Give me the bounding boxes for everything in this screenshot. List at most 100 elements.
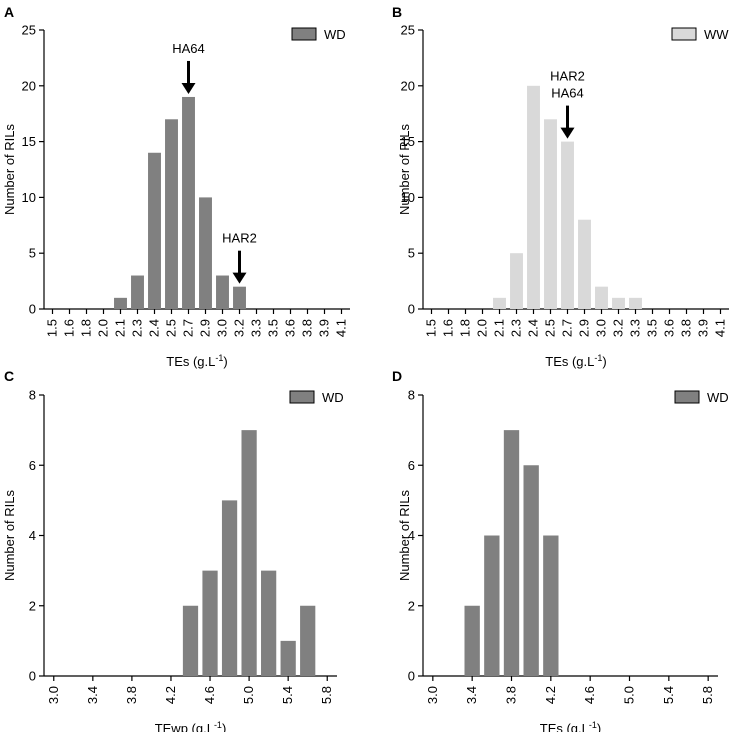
x-tick-label: 4.6 [582, 686, 597, 704]
x-tick-label: 4.1 [713, 319, 728, 337]
x-tick-label: 2.1 [113, 319, 128, 337]
x-tick-label: 2.7 [181, 319, 196, 337]
bar [595, 286, 608, 309]
x-tick-label: 5.0 [241, 686, 256, 704]
y-tick-label: 10 [22, 190, 36, 205]
x-tick-label: 1.6 [62, 319, 77, 337]
bar [221, 500, 238, 676]
bar [241, 430, 257, 676]
annotation-label: HA64 [172, 41, 205, 56]
x-tick-label: 4.2 [543, 686, 558, 704]
x-tick-label: 5.0 [622, 686, 637, 704]
y-tick-label: 6 [408, 458, 415, 473]
x-tick-label: 5.4 [280, 686, 295, 704]
x-tick-label: 2.1 [492, 319, 507, 337]
legend: WD [291, 27, 346, 42]
legend-swatch [671, 27, 697, 41]
annotation-label: HAR2 [222, 231, 257, 246]
y-tick-label: 0 [29, 302, 36, 317]
x-tick-label: 3.3 [249, 319, 264, 337]
panel-label: D [392, 368, 402, 384]
x-axis-title: TEs (g.L-1) [540, 720, 601, 732]
x-tick-label: 5.4 [661, 686, 676, 704]
bar [261, 570, 277, 676]
y-tick-label: 15 [401, 134, 415, 149]
x-tick-label: 2.3 [130, 319, 145, 337]
x-tick-label: 2.4 [526, 319, 541, 337]
bar [182, 96, 195, 310]
y-tick-label: 0 [29, 669, 36, 684]
y-tick-label: 25 [401, 23, 415, 38]
x-tick-label: 2.7 [560, 319, 575, 337]
bar [114, 297, 127, 309]
bar [216, 275, 229, 309]
bar [543, 535, 559, 676]
bar [148, 152, 161, 309]
annotation-arrow [181, 60, 196, 94]
x-tick-label: 3.0 [46, 686, 61, 704]
y-tick-label: 2 [408, 598, 415, 613]
x-tick-label: 3.5 [645, 319, 660, 337]
x-tick-label: 3.9 [696, 319, 711, 337]
x-tick-label: 3.2 [232, 319, 247, 337]
annotation-arrow [232, 250, 247, 284]
y-tick-label: 6 [29, 458, 36, 473]
panel-label: B [392, 4, 402, 20]
annotation-arrow [560, 105, 575, 139]
x-tick-label: 2.5 [164, 319, 179, 337]
bar [199, 197, 212, 309]
panel-c: C 0 2 4 6 8 Number of RILs 3.0 3.4 3.8 4.2 4.6 5.0 5.… [2, 368, 344, 736]
y-axis-title: Number of RILs [2, 489, 17, 581]
x-tick-label: 2.5 [543, 319, 558, 337]
x-tick-label: 3.9 [317, 319, 332, 337]
legend: WW [671, 27, 729, 42]
x-tick-label: 3.2 [611, 319, 626, 337]
x-axis-title: TEs (g.L-1) [166, 353, 227, 369]
x-tick-label: 2.9 [577, 319, 592, 337]
legend-swatch [291, 27, 317, 41]
x-tick-label: 1.5 [424, 319, 439, 337]
bar [300, 605, 316, 676]
x-tick-label: 3.0 [594, 319, 609, 337]
x-tick-label: 5.8 [319, 686, 334, 704]
panel-label: C [4, 368, 14, 384]
x-tick-label: 3.0 [425, 686, 440, 704]
bar [503, 430, 520, 676]
legend-swatch [674, 390, 700, 404]
x-tick-label: 4.2 [163, 686, 178, 704]
x-tick-label: 2.0 [96, 319, 111, 337]
x-tick-label: 2.9 [198, 319, 213, 337]
y-axis-title: Number of RILs [2, 123, 17, 215]
y-tick-label: 5 [29, 246, 36, 261]
y-tick-label: 4 [29, 528, 36, 543]
x-tick-label: 1.6 [441, 319, 456, 337]
x-tick-label: 3.8 [124, 686, 139, 704]
y-tick-label: 5 [408, 246, 415, 261]
x-tick-label: 4.6 [202, 686, 217, 704]
x-tick-label: 3.4 [464, 686, 479, 704]
y-tick-label: 20 [401, 78, 415, 93]
x-axis-title: TEs (g.L-1) [545, 353, 606, 369]
x-tick-label: 3.6 [283, 319, 298, 337]
x-tick-label: 2.4 [147, 319, 162, 337]
y-tick-label: 2 [29, 598, 36, 613]
x-tick-label: 2.0 [475, 319, 490, 337]
bar [629, 297, 642, 309]
x-tick-label: 5.8 [700, 686, 715, 704]
x-tick-label: 3.4 [85, 686, 100, 704]
legend: WD [674, 390, 729, 405]
bar [578, 219, 591, 309]
annotation-label: HA64 [551, 86, 584, 101]
y-tick-label: 0 [408, 669, 415, 684]
panel-d: D 0 2 4 6 8 Number of RILs 3.0 3.4 3.8 4.2 4.6 5.0 5.… [392, 368, 729, 736]
y-tick-label: 4 [408, 528, 415, 543]
legend: WD [289, 390, 344, 405]
y-tick-label: 8 [29, 388, 36, 403]
bar [202, 570, 218, 676]
bar [182, 605, 199, 676]
bar [464, 605, 480, 676]
bar [484, 535, 500, 676]
y-tick-label: 8 [408, 388, 415, 403]
x-tick-label: 3.3 [628, 319, 643, 337]
